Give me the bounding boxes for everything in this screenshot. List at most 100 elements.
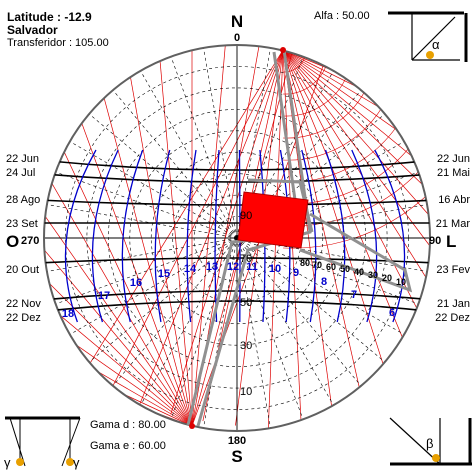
east-letter: L [446,232,456,251]
hour-line [374,149,406,323]
protractor-ray [282,49,430,380]
azimuth-line [46,237,238,272]
protractor-ray [44,215,193,427]
date-label-right: 21 Mar [436,218,471,230]
protractor-ray [170,49,284,415]
window-polygon [237,191,309,249]
protractor-ray [44,104,193,427]
azimuth-line [203,47,238,239]
hour-line [154,149,171,323]
altitude-label: 30 [240,340,252,352]
azimuth-line [69,141,238,239]
hour-label: 16 [130,277,142,289]
mask-outline-top [247,178,314,233]
date-label-right: 16 Abr [438,194,470,206]
hour-line [214,149,220,323]
protractor-ray [282,49,430,364]
beta-angle-icon: β [389,417,472,466]
protractor-ray [44,184,193,427]
alpha-highlight [426,51,434,59]
azimuth-line [140,70,238,239]
azimuth-line [236,237,419,305]
hour-label: 6 [389,307,395,319]
hour-label: 12 [227,261,239,273]
south-degree: 180 [228,435,246,447]
shading-mask [186,47,413,429]
altitude-label: 90 [240,210,252,222]
protractor-ray [282,49,430,405]
protractor-label: 10 [396,277,406,287]
date-label-left: 22 Dez [6,312,41,324]
altitude-label: 10 [240,386,252,398]
sun-path [44,257,430,265]
west-letter: O [6,232,19,251]
protractor-label: 70 [312,260,322,270]
altitude-label: 70 [240,253,252,265]
protractor-ray [44,128,193,427]
date-label-right: 21 Mai [437,167,470,179]
protractor-lines [44,45,430,428]
west-degree: 270 [21,235,39,247]
protractor-ray [44,45,193,427]
alpha-symbol: α [432,37,440,52]
protractor-ray [139,49,284,406]
hour-label: 9 [293,267,299,279]
hour-label: 11 [246,261,258,273]
hour-line [301,149,317,323]
hour-label: 17 [98,290,110,302]
protractor-label: 20 [382,273,392,283]
protractor-ray [282,49,430,284]
protractor-ray [282,49,430,234]
alfa-label: Alfa : 50.00 [314,10,370,22]
city-label: Salvador [7,23,58,37]
date-label-right: 22 Dez [435,312,470,324]
date-label-left: 24 Jul [6,167,35,179]
protractor-arc [282,56,306,73]
azimuth-line [55,237,238,305]
azimuth-line [55,171,238,239]
latitude-label: Latitude : -12.9 [7,10,92,24]
protractor-label: 30 [368,270,378,280]
gamma-highlight-left [16,458,24,466]
hour-line [351,149,378,323]
south-letter: S [231,447,242,466]
protractor-ray [48,45,193,427]
date-label-left: 22 Nov [6,298,41,310]
protractor-label: 40 [354,267,364,277]
gamma-symbol-right: γ [73,455,80,470]
horizon-circle [43,44,431,432]
alpha-angle-icon: α [388,11,468,62]
date-label-right: 21 Jan [437,298,470,310]
protractor-label: 60 [326,262,336,272]
azimuth-line [236,237,334,406]
protractor-ray [108,49,284,395]
protractor-apex-bottom [189,423,195,429]
gamma-highlight-right [66,458,74,466]
hour-label: 13 [206,261,218,273]
sun-path [44,171,430,183]
hour-line [186,149,197,323]
protractor-label: 50 [340,264,350,274]
azimuth-line [236,237,362,387]
azimuth-line [236,237,304,420]
hour-line [121,149,144,323]
altitude-label: 50 [240,297,252,309]
sun-path [44,198,430,206]
beta-highlight [432,454,440,462]
gama-e-label: Gama e : 60.00 [90,440,166,452]
azimuth-line [170,56,238,239]
sun-path [44,157,430,171]
hour-line [64,149,97,323]
protractor-ray [282,49,430,327]
date-label-left: 28 Ago [6,194,40,206]
hour-label: 7 [351,289,357,301]
gamma-symbol-left: γ [4,455,11,470]
protractor-arc [282,109,430,249]
protractor-ray [282,49,368,421]
azimuth-line [112,237,238,387]
hour-line [91,149,119,323]
hour-label: 18 [62,308,74,320]
east-degree: 90 [429,235,441,247]
